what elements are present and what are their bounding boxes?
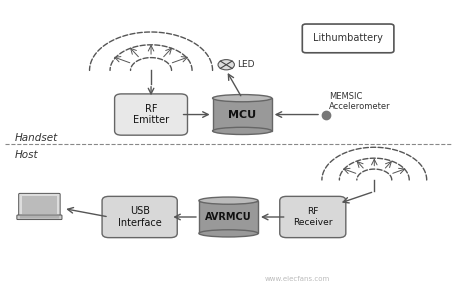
Bar — [213, 98, 272, 131]
Ellipse shape — [199, 197, 258, 204]
Bar — [22, 196, 57, 214]
Text: Lithumbattery: Lithumbattery — [313, 33, 383, 43]
Text: LED: LED — [238, 60, 255, 69]
FancyBboxPatch shape — [115, 94, 187, 135]
Text: USB
Interface: USB Interface — [118, 206, 161, 228]
Text: RF
Emitter: RF Emitter — [133, 104, 169, 125]
Ellipse shape — [199, 230, 258, 237]
Text: www.elecfans.com: www.elecfans.com — [264, 277, 329, 283]
FancyBboxPatch shape — [102, 196, 177, 238]
FancyBboxPatch shape — [19, 193, 60, 217]
Bar — [199, 201, 258, 233]
FancyBboxPatch shape — [303, 24, 394, 53]
FancyBboxPatch shape — [280, 196, 346, 238]
Text: MCU: MCU — [228, 110, 256, 120]
Ellipse shape — [213, 95, 272, 102]
FancyBboxPatch shape — [17, 215, 62, 220]
Text: AVRMCU: AVRMCU — [205, 212, 252, 222]
Circle shape — [218, 59, 234, 70]
Text: RF
Receiver: RF Receiver — [293, 207, 333, 227]
Ellipse shape — [213, 127, 272, 134]
Text: Handset: Handset — [14, 133, 58, 143]
Text: MEMSIC
Accelerometer: MEMSIC Accelerometer — [329, 92, 390, 112]
Text: Host: Host — [14, 150, 38, 160]
